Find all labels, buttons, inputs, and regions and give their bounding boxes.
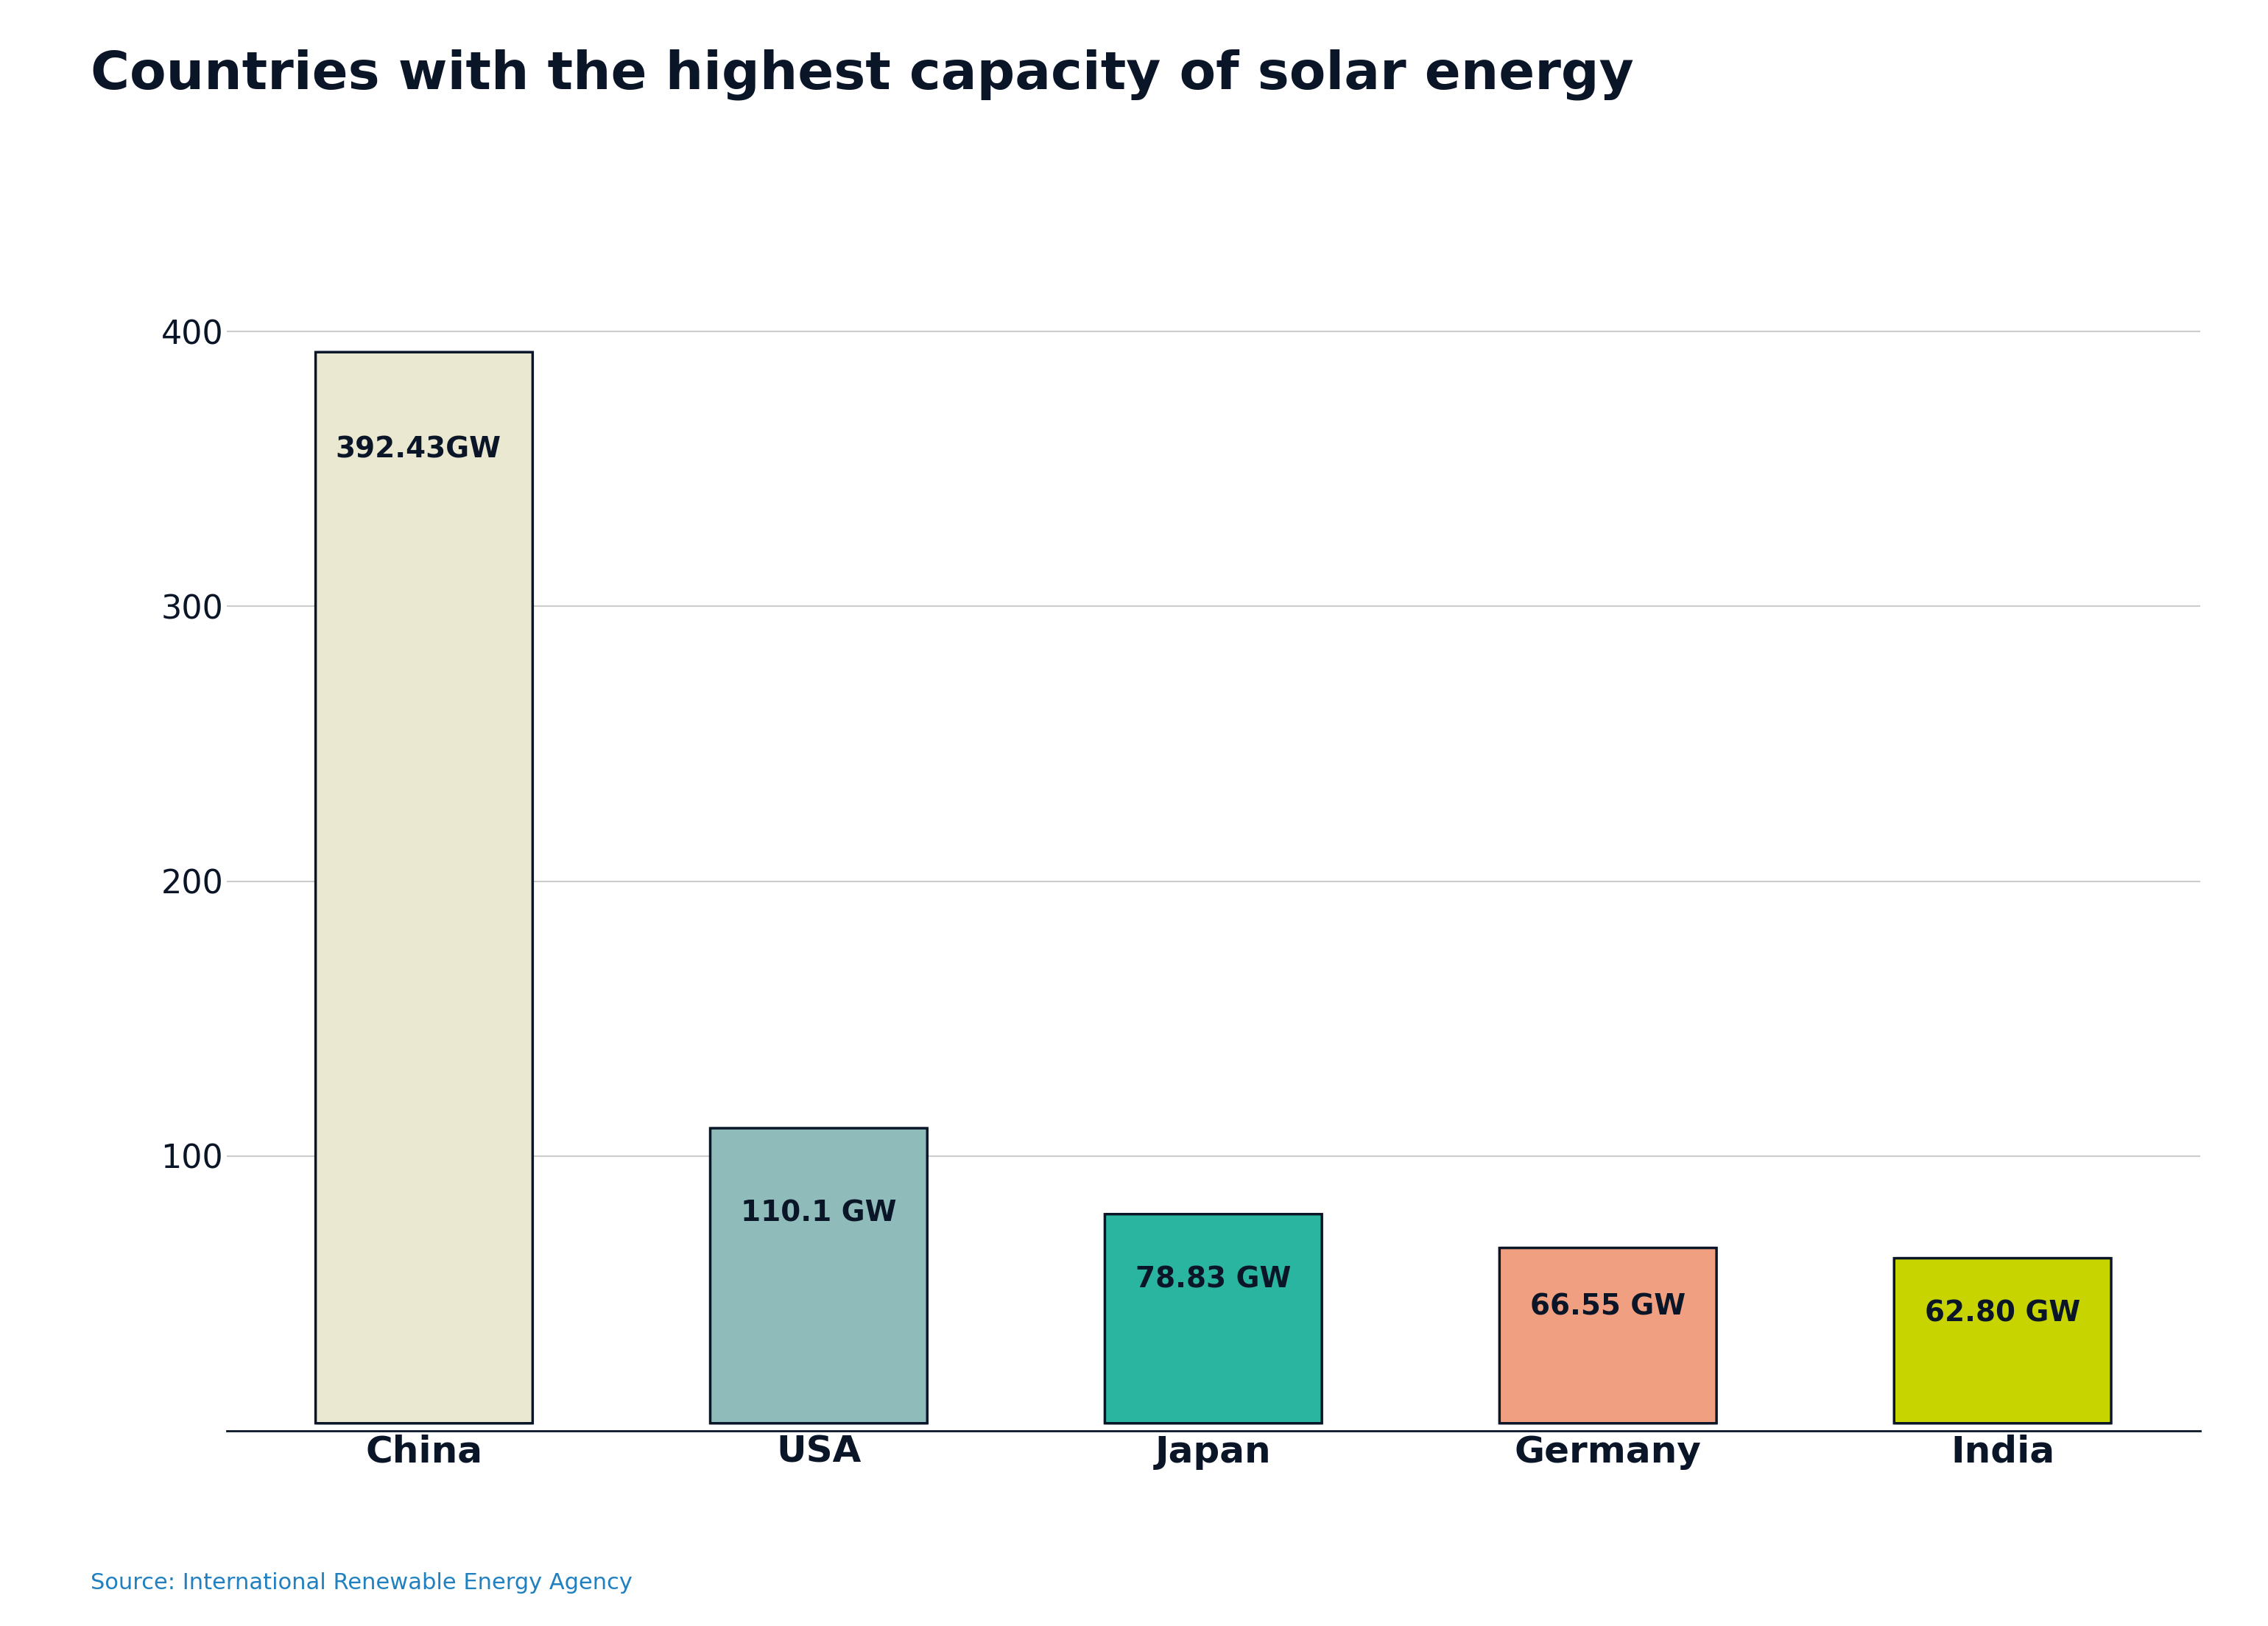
FancyBboxPatch shape — [315, 353, 533, 1423]
Text: 62.80 GW: 62.80 GW — [1926, 1299, 2080, 1327]
FancyBboxPatch shape — [1105, 1215, 1322, 1423]
Text: Source: International Renewable Energy Agency: Source: International Renewable Energy A… — [91, 1572, 633, 1593]
Text: 78.83 GW: 78.83 GW — [1136, 1265, 1290, 1293]
Text: 392.43GW: 392.43GW — [336, 436, 501, 463]
Text: 66.55 GW: 66.55 GW — [1531, 1293, 1685, 1320]
FancyBboxPatch shape — [710, 1128, 928, 1423]
Text: 110.1 GW: 110.1 GW — [742, 1198, 896, 1228]
FancyBboxPatch shape — [1499, 1247, 1717, 1423]
Text: Countries with the highest capacity of solar energy: Countries with the highest capacity of s… — [91, 49, 1633, 99]
FancyBboxPatch shape — [1894, 1259, 2112, 1423]
